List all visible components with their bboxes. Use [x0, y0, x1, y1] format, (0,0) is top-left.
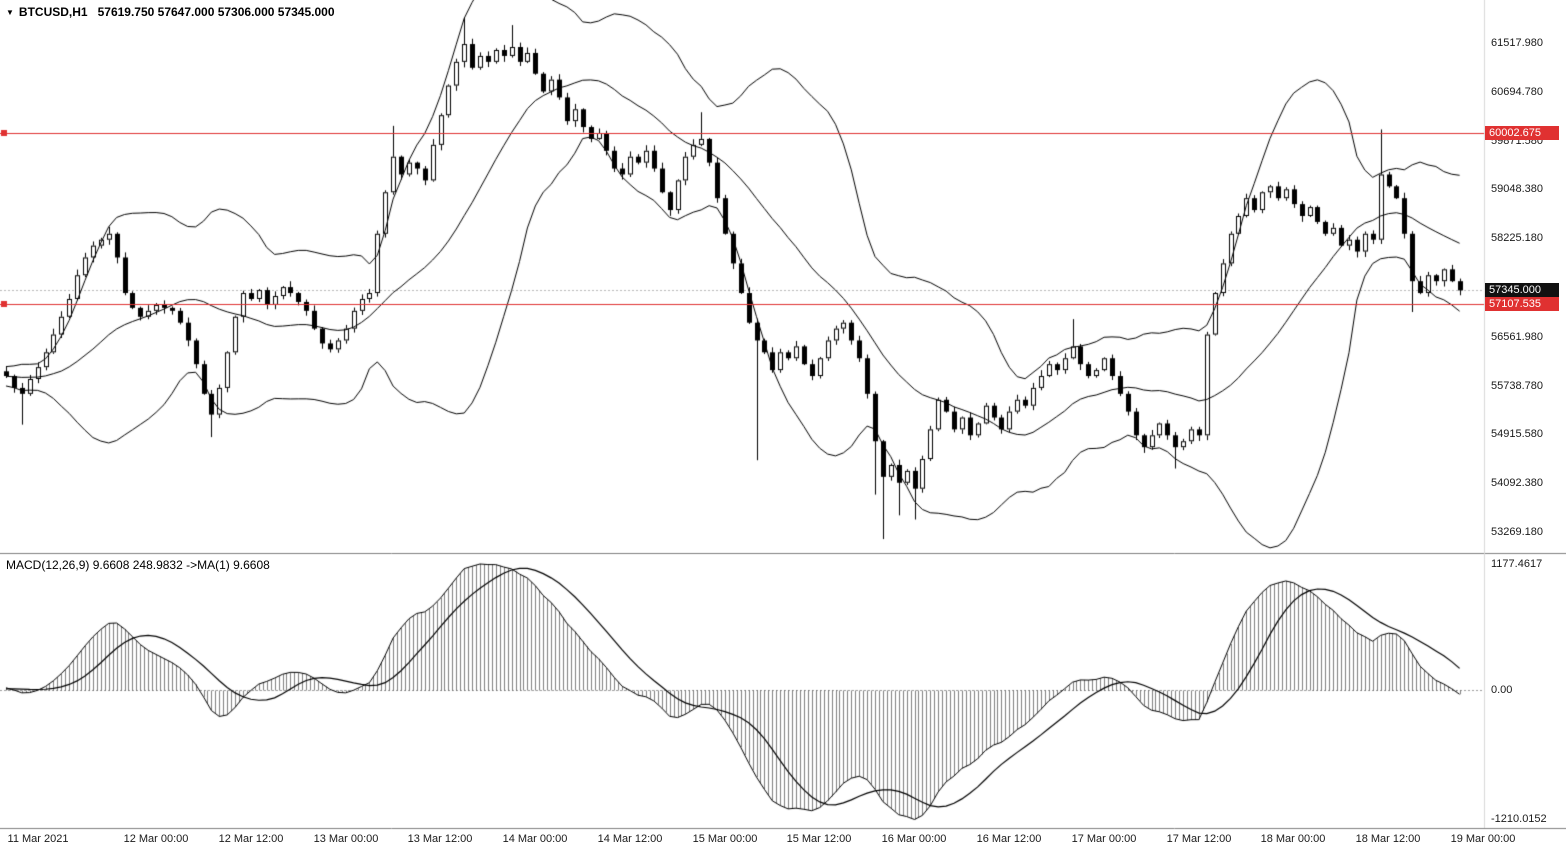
macd-indicator-header: MACD(12,26,9) 9.6608 248.9832 ->MA(1) 9.…: [6, 558, 270, 572]
macd-indicator-label: MACD(12,26,9) 9.6608 248.9832 ->MA(1) 9.…: [6, 558, 270, 572]
price-level-badge[interactable]: 57107.535: [1485, 297, 1559, 312]
symbol-title: BTCUSD,H1: [18, 5, 88, 19]
price-level-badge[interactable]: 57345.000: [1485, 283, 1559, 298]
symbol-header: ▼ BTCUSD,H1 57619.750 57647.000 57306.00…: [6, 5, 335, 19]
symbol-dropdown-icon[interactable]: ▼: [6, 7, 14, 17]
ohlc-values: 57619.750 57647.000 57306.000 57345.000: [97, 5, 335, 19]
price-level-badge[interactable]: 60002.675: [1485, 125, 1559, 140]
